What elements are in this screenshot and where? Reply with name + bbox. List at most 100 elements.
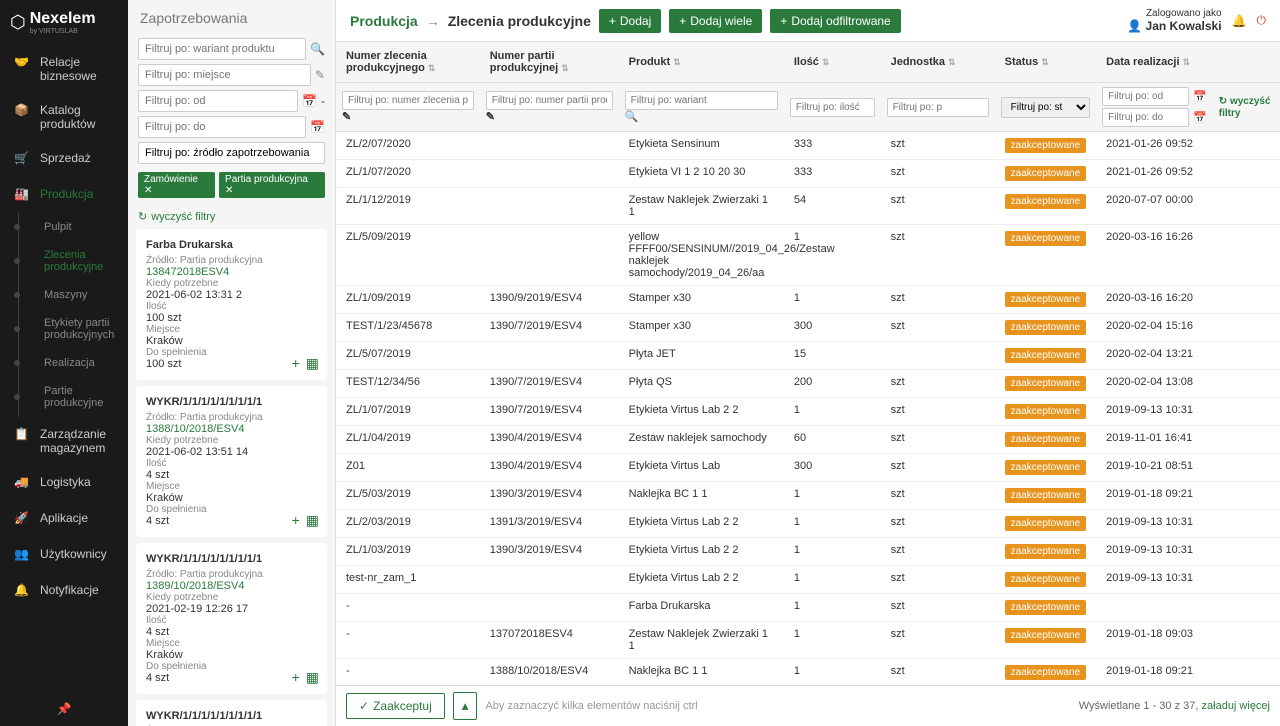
calendar-icon[interactable]: 📅 [302,94,317,108]
nav-item[interactable]: 🏭Produkcja [0,177,128,213]
sort-icon: ⇅ [673,57,681,67]
table-row[interactable]: ZL/1/04/2019 1390/4/2019/ESV4 Zestaw nak… [336,426,1280,454]
main: Produkcja → Zlecenia produkcyjne +Dodaj … [336,0,1280,726]
orders-table: Numer zlecenia produkcyjnego⇅Numer parti… [336,42,1280,685]
plus-icon[interactable]: + [292,355,300,372]
filter-batch-no[interactable] [486,91,613,110]
user-icon: 👤 [1127,19,1142,33]
sub-nav-item[interactable]: Maszyny [30,281,128,309]
table-row[interactable]: TEST/12/34/56 1390/7/2019/ESV4 Płyta QS … [336,370,1280,398]
pin-icon[interactable]: 📌 [57,702,72,716]
table-row[interactable]: ZL/1/07/2019 1390/7/2019/ESV4 Etykieta V… [336,398,1280,426]
filter-date-to[interactable] [1102,108,1189,127]
table-row[interactable]: test-nr_zam_1 Etykieta Virtus Lab 2 2 1 … [336,566,1280,594]
power-icon[interactable]: ⏻ [1257,13,1267,28]
accept-dropdown-button[interactable]: ▴ [453,692,478,720]
table-row[interactable]: ZL/2/03/2019 1391/3/2019/ESV4 Etykieta V… [336,510,1280,538]
filter-order-no[interactable] [342,91,474,110]
column-header[interactable]: Numer partii produkcyjnej⇅ [480,42,619,83]
filter-tag[interactable]: Partia produkcyjna ✕ [219,172,325,198]
column-header[interactable]: Status⇅ [995,42,1097,83]
rocket-icon: 🚀 [14,511,30,527]
sort-icon: ⇅ [428,63,436,73]
card-title: WYKR/1/1/1/1/1/1/1/1/1 [146,710,317,722]
breadcrumb-root[interactable]: Produkcja [350,13,418,29]
plus-icon[interactable]: + [292,669,300,686]
filter-product[interactable] [625,91,778,110]
calendar-icon[interactable]: 📅 [310,120,325,134]
table-row[interactable]: ZL/5/03/2019 1390/3/2019/ESV4 Naklejka B… [336,482,1280,510]
column-header[interactable]: Jednostka⇅ [881,42,995,83]
status-badge: zaakceptowane [1005,194,1087,209]
sub-nav-item[interactable]: Realizacja [30,349,128,377]
nav-item[interactable]: 👥Użytkownicy [0,537,128,573]
add-many-button[interactable]: +Dodaj wiele [669,9,762,33]
plus-icon: + [679,14,686,28]
nav-item[interactable]: 🤝Relacje biznesowe [0,45,128,93]
filter-tag[interactable]: Zamówienie ✕ [138,172,215,198]
clear-table-filters[interactable]: ↻ wyczyść filtry [1219,96,1271,119]
status-badge: zaakceptowane [1005,628,1087,643]
table-row[interactable]: - 1388/10/2018/ESV4 Naklejka BC 1 1 1 sz… [336,659,1280,686]
grid-icon[interactable]: ▦ [306,669,319,686]
column-header[interactable]: Produkt⇅ [619,42,784,83]
plus-icon[interactable]: + [292,512,300,529]
nav-item[interactable]: 📋Zarządzanie magazynem [0,417,128,465]
sidebar-footer: 📌 [0,692,128,726]
demand-card[interactable]: WYKR/1/1/1/1/1/1/1/1/1 Źródło: Partia pr… [136,386,327,537]
nav-item[interactable]: 🚀Aplikacje [0,501,128,537]
demand-card[interactable]: Farba Drukarska Źródło: Partia produkcyj… [136,229,327,380]
filter-place-input[interactable] [138,64,311,86]
grid-icon[interactable]: ▦ [306,355,319,372]
table-row[interactable]: TEST/1/23/45678 1390/7/2019/ESV4 Stamper… [336,314,1280,342]
demand-card[interactable]: WYKR/1/1/1/1/1/1/1/1/1 Źródło: Partia pr… [136,543,327,694]
table-row[interactable]: ZL/1/07/2020 Etykieta VI 1 2 10 20 30 33… [336,160,1280,188]
column-header[interactable]: Numer zlecenia produkcyjnego⇅ [336,42,480,83]
bell-icon[interactable]: 🔔 [1232,14,1247,28]
sub-nav-item[interactable]: Pulpit [30,213,128,241]
filter-variant-input[interactable] [138,38,306,60]
table-row[interactable]: ZL/5/09/2019 yellow FFFF00/SENSINUM//201… [336,225,1280,286]
accept-button[interactable]: ✓Zaakceptuj [346,693,445,719]
table-row[interactable]: ZL/2/07/2020 Etykieta Sensinum 333 szt z… [336,132,1280,160]
nav-item[interactable]: 🛒Sprzedaż [0,141,128,177]
filter-qty[interactable] [790,98,875,117]
clear-filters-link[interactable]: ↻ wyczyść filtry [128,204,335,229]
plus-icon[interactable]: + [292,722,300,726]
filter-status[interactable]: Filtruj po: st [1001,97,1091,118]
table-row[interactable]: ZL/1/12/2019 Zestaw Naklejek Zwierzaki 1… [336,188,1280,225]
table-row[interactable]: Z01 1390/4/2019/ESV4 Etykieta Virtus Lab… [336,454,1280,482]
filter-source-select[interactable]: Filtruj po: źródło zapotrzebowania [138,142,325,164]
grid-icon[interactable]: ▦ [306,512,319,529]
sub-nav-item[interactable]: Zlecenia produkcyjne [30,241,128,281]
column-header[interactable]: Ilość⇅ [784,42,881,83]
grid-icon[interactable]: ▦ [306,722,319,726]
sub-nav-item[interactable]: Partie produkcyjne [30,377,128,417]
add-button[interactable]: +Dodaj [599,9,661,33]
nav-label: Notyfikacje [40,583,99,597]
nav-item[interactable]: 🚚Logistyka [0,465,128,501]
card-source-link[interactable]: 1389/10/2018/ESV4 [146,580,317,592]
table-row[interactable]: ZL/1/03/2019 1390/3/2019/ESV4 Etykieta V… [336,538,1280,566]
nav-item[interactable]: 📦Katalog produktów [0,93,128,141]
card-source-link[interactable]: 138472018ESV4 [146,266,317,278]
load-more-link[interactable]: załaduj więcej [1202,700,1270,712]
filter-date-from[interactable] [1102,87,1189,106]
column-header[interactable]: Data realizacji⇅ [1096,42,1213,83]
edit-icon[interactable]: ✎ [315,68,325,82]
search-icon[interactable]: 🔍 [310,42,325,56]
table-row[interactable]: - Farba Drukarska 1 szt zaakceptowane [336,594,1280,622]
add-filtered-button[interactable]: +Dodaj odfiltrowane [770,9,900,33]
plus-icon: + [609,14,616,28]
filter-unit[interactable] [887,98,989,117]
table-row[interactable]: ZL/1/09/2019 1390/9/2019/ESV4 Stamper x3… [336,286,1280,314]
filter-date-from[interactable] [138,90,298,112]
sub-nav-item[interactable]: Etykiety partii produkcyjnych [30,309,128,349]
filter-date-to[interactable] [138,116,306,138]
nav-item[interactable]: 🔔Notyfikacje [0,573,128,609]
table-row[interactable]: - 137072018ESV4 Zestaw Naklejek Zwierzak… [336,622,1280,659]
card-source-link[interactable]: 1388/10/2018/ESV4 [146,423,317,435]
demand-card[interactable]: WYKR/1/1/1/1/1/1/1/1/1 Źródło: Partia pr… [136,700,327,726]
table-row[interactable]: ZL/5/07/2019 Płyta JET 15 zaakceptowane … [336,342,1280,370]
book-icon: 📦 [14,103,30,119]
